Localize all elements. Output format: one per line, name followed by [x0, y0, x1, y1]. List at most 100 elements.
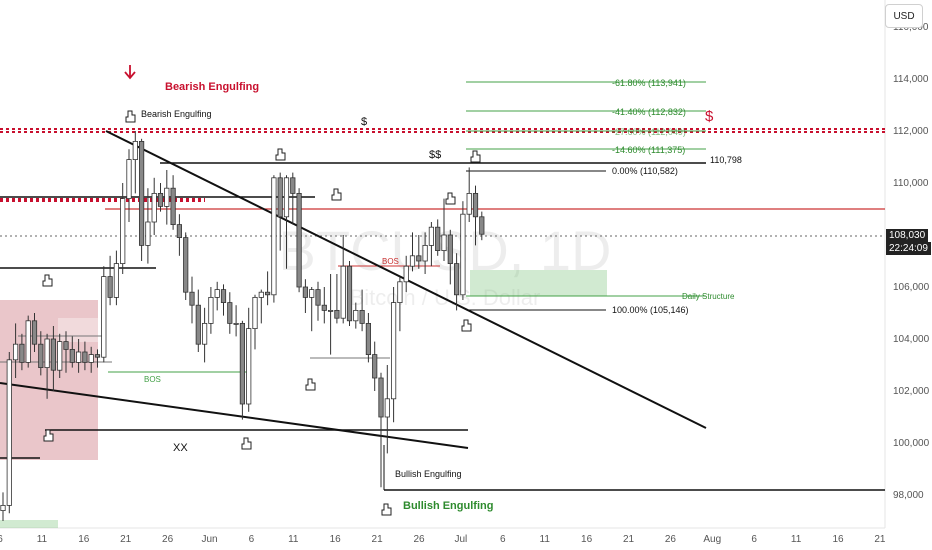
candle-body	[44, 338, 50, 369]
candle	[233, 305, 239, 337]
candle	[183, 232, 189, 300]
candle	[176, 214, 182, 256]
time-axis[interactable]: 6 11 16 21 26 Jun 6 11 16 21 26 Jul 6 11 16 21 26 Aug 6 11 1…	[0, 534, 886, 545]
candle-body	[315, 289, 321, 306]
dollar-label: $	[361, 116, 367, 128]
candle-body	[82, 351, 88, 363]
candle	[138, 138, 145, 261]
candle-body	[183, 237, 189, 293]
fib-label-14: -14.60% (111,375)	[612, 145, 685, 155]
time-tick-label: 11	[540, 534, 551, 545]
candle-body	[453, 263, 460, 296]
candle	[264, 271, 271, 306]
candle-body	[126, 159, 132, 200]
candle	[447, 229, 453, 285]
candle	[38, 331, 44, 376]
candle	[6, 352, 12, 514]
candle-body	[327, 309, 334, 312]
candle-body	[170, 187, 176, 225]
double-dollar-label: $$	[429, 149, 441, 161]
candle	[94, 349, 101, 368]
candle	[353, 302, 359, 329]
candle-body	[479, 216, 485, 235]
time-tick-label: 16	[832, 534, 844, 545]
candle-body	[138, 140, 145, 246]
candle	[397, 276, 403, 332]
fib-label-0: 0.00% (110,582)	[612, 166, 678, 176]
candle	[0, 492, 6, 521]
candle-body	[441, 234, 447, 251]
hand-pointer-icon	[241, 437, 252, 450]
hand-pointer-icon	[43, 429, 54, 442]
candle-body	[0, 504, 6, 511]
candle-body	[31, 320, 38, 345]
lower-trendline	[0, 382, 469, 449]
hand-pointer-icon	[331, 188, 342, 201]
candle	[321, 287, 327, 324]
currency-button[interactable]: USD	[885, 4, 923, 28]
time-tick-label: 26	[665, 534, 677, 545]
candle-body	[151, 192, 157, 223]
candle-body	[38, 343, 44, 369]
countdown-label: 22:24:09	[886, 242, 931, 255]
candle-body	[365, 322, 372, 355]
candle-body	[334, 309, 340, 319]
candle-body	[69, 348, 75, 363]
price-tick-label: 112,000	[893, 126, 929, 137]
arrow-down-icon	[124, 65, 136, 80]
candle-body	[25, 320, 31, 363]
candles-group	[0, 131, 485, 521]
candle-body	[195, 304, 201, 345]
candle	[151, 177, 157, 235]
candle	[239, 320, 245, 420]
time-tick-label: Jul	[455, 534, 468, 545]
candle-body	[353, 309, 359, 322]
candle	[359, 289, 365, 332]
time-tick-label: 21	[372, 534, 384, 545]
candle-body	[309, 289, 315, 298]
bos-green-label: BOS	[144, 375, 161, 384]
candle-body	[63, 341, 69, 350]
candle-body	[435, 226, 441, 251]
candle	[201, 307, 208, 363]
xx-label: XX	[173, 442, 188, 454]
time-tick-label: 16	[581, 534, 593, 545]
hand-pointer-icon	[275, 148, 286, 161]
time-tick-label: 11	[37, 534, 48, 545]
watermark-name: Bitcoin / U.S. Dollar	[350, 285, 541, 310]
fib-lines	[466, 81, 706, 150]
candle	[258, 289, 264, 324]
time-tick-label: 6	[0, 534, 3, 545]
price-tick-label: 102,000	[893, 386, 930, 397]
candle-body	[397, 281, 403, 303]
candle-body	[176, 224, 182, 239]
candle	[390, 287, 397, 423]
candle-body	[88, 354, 94, 363]
price-tick-label: 106,000	[893, 282, 930, 293]
candle	[252, 294, 258, 350]
level-label-110798: 110,798	[710, 155, 742, 165]
candle-body	[113, 263, 119, 298]
candle	[384, 365, 390, 454]
candle-body	[12, 343, 19, 361]
candle	[25, 315, 31, 368]
candle-body	[359, 309, 365, 324]
candle-body	[472, 192, 479, 218]
candle-body	[447, 234, 453, 265]
candle	[296, 188, 302, 293]
candle	[327, 274, 334, 355]
candle-body	[283, 177, 290, 218]
candle-body	[107, 276, 113, 298]
candle	[227, 292, 233, 334]
time-tick-label: 26	[162, 534, 174, 545]
candle	[340, 235, 346, 324]
bearish-engulfing-red-label: Bearish Engulfing	[165, 81, 259, 93]
candle-body	[403, 265, 409, 283]
time-tick-label: 16	[330, 534, 342, 545]
candle-body	[302, 286, 309, 298]
candle-body	[296, 192, 302, 288]
candle	[428, 222, 435, 267]
candle	[145, 188, 151, 264]
candle-body	[290, 177, 296, 194]
